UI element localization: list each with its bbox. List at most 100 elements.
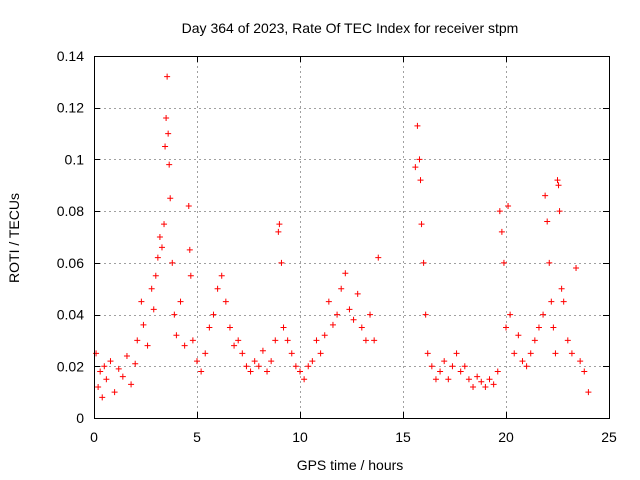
data-point	[515, 332, 522, 339]
data-point	[457, 368, 464, 375]
data-point	[140, 321, 147, 328]
data-point	[166, 161, 173, 168]
y-tick-label: 0.02	[57, 358, 84, 374]
data-point	[138, 298, 145, 305]
data-point	[482, 383, 489, 390]
y-tick-label: 0.1	[65, 151, 85, 167]
data-point	[511, 350, 518, 357]
data-point	[375, 254, 382, 261]
data-point	[194, 358, 200, 365]
data-point	[275, 228, 282, 235]
data-point	[222, 298, 229, 305]
data-point	[272, 337, 279, 344]
data-point	[478, 378, 485, 385]
plot-frame	[94, 56, 610, 419]
data-point	[503, 324, 509, 331]
data-point	[453, 350, 460, 357]
data-point	[158, 244, 165, 251]
x-axis-title: GPS time / hours	[297, 457, 404, 473]
data-point	[226, 324, 233, 331]
data-point	[284, 337, 291, 344]
data-point	[445, 376, 452, 383]
data-point	[449, 363, 456, 370]
data-point	[95, 383, 102, 390]
data-point	[280, 324, 287, 331]
data-point	[134, 337, 141, 344]
x-tick-label: 0	[90, 429, 98, 445]
x-tick-label: 25	[601, 429, 617, 445]
y-tick-label: 0	[76, 410, 84, 426]
data-point	[500, 259, 507, 266]
data-point	[123, 352, 130, 359]
data-point	[546, 259, 553, 266]
data-point	[111, 389, 118, 396]
data-point	[177, 298, 184, 305]
data-point	[163, 115, 170, 122]
data-point	[186, 246, 193, 253]
data-point	[548, 298, 555, 305]
data-point	[550, 324, 557, 331]
data-point	[181, 342, 188, 349]
data-point	[573, 265, 580, 272]
data-point	[292, 363, 299, 370]
data-point	[523, 363, 530, 370]
y-tick-labels: 0 0.02 0.04 0.06 0.08 0.1 0.12 0.14	[57, 48, 84, 426]
data-point	[556, 208, 563, 215]
x-tick-label: 15	[395, 429, 411, 445]
data-point	[544, 218, 551, 225]
data-point	[367, 311, 374, 318]
data-point	[231, 342, 238, 349]
data-point	[441, 358, 448, 365]
data-point	[371, 337, 378, 344]
data-point	[167, 195, 174, 202]
data-point	[338, 285, 345, 292]
data-point	[577, 358, 584, 365]
x-tick-label: 5	[193, 429, 201, 445]
y-axis-title: ROTI / TECUs	[6, 193, 22, 283]
data-point	[259, 347, 266, 354]
data-point	[350, 316, 357, 323]
data-point	[490, 381, 497, 388]
data-point	[354, 290, 361, 297]
data-point	[99, 394, 106, 401]
data-point	[268, 358, 275, 365]
data-point	[507, 311, 514, 318]
data-point	[418, 221, 425, 228]
data-point	[218, 272, 225, 279]
data-point	[164, 73, 171, 80]
data-point	[187, 272, 194, 279]
data-point	[461, 363, 468, 370]
data-point	[154, 254, 161, 261]
x-tick-labels: 0 5 10 15 20 25	[90, 429, 617, 445]
data-point	[288, 350, 295, 357]
data-point	[346, 306, 353, 313]
x-tick-label: 20	[498, 429, 514, 445]
data-point	[554, 177, 561, 184]
data-point	[243, 363, 250, 370]
data-point	[417, 177, 424, 184]
data-point	[309, 358, 316, 365]
data-point	[305, 363, 312, 370]
data-point	[428, 363, 435, 370]
data-point	[103, 376, 110, 383]
data-point	[422, 311, 429, 318]
data-point	[235, 337, 242, 344]
data-point	[519, 358, 526, 365]
data-point	[424, 350, 431, 357]
data-point	[189, 337, 196, 344]
data-point	[470, 383, 477, 390]
data-point	[214, 285, 221, 292]
data-point	[498, 228, 505, 235]
data-point	[156, 234, 163, 240]
data-point	[474, 373, 481, 380]
data-point	[301, 376, 308, 383]
data-point	[496, 208, 503, 215]
data-point	[97, 368, 104, 375]
data-point	[581, 368, 588, 375]
data-point	[555, 182, 562, 189]
data-point	[414, 122, 421, 129]
y-tick-label: 0.12	[57, 100, 84, 116]
data-point	[358, 324, 365, 331]
y-tick-label: 0.14	[57, 48, 84, 64]
